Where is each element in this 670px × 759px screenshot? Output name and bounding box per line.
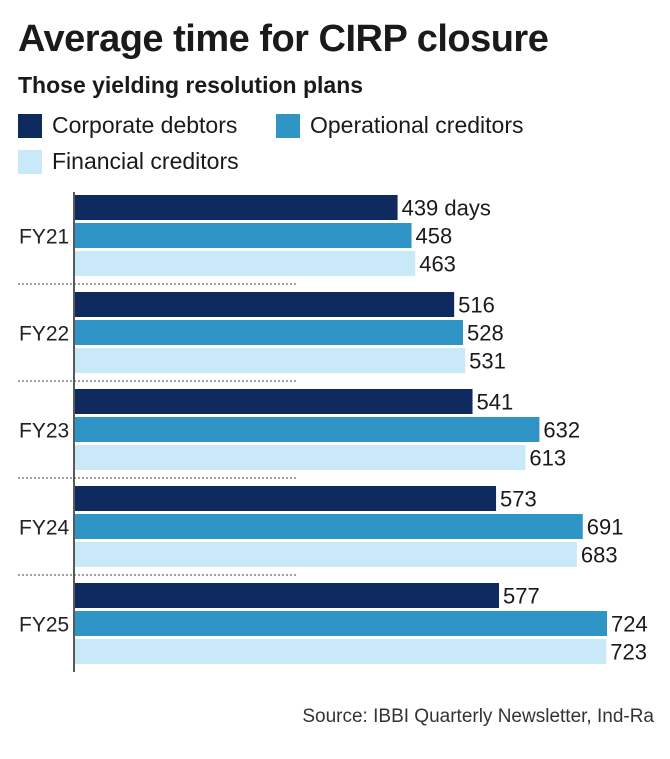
legend-item-operational-creditors: Operational creditors — [276, 112, 524, 139]
category-label-fy21: FY21 — [19, 226, 69, 249]
bar-financial-creditors-fy25 — [75, 639, 607, 664]
legend-swatch-corporate-debtors — [18, 113, 42, 138]
chart-subtitle: Those yielding resolution plans — [18, 72, 364, 98]
legend-label-operational-creditors: Operational creditors — [310, 112, 524, 138]
data-label-financial-creditors-fy24: 683 — [581, 543, 618, 568]
category-label-fy24: FY24 — [19, 517, 70, 540]
bar-corporate-debtors-fy24 — [75, 486, 497, 511]
bar-operational-creditors-fy25 — [75, 611, 607, 636]
category-label-fy22: FY22 — [19, 323, 69, 346]
bar-corporate-debtors-fy25 — [75, 583, 499, 608]
data-label-financial-creditors-fy21: 463 — [419, 252, 456, 277]
legend-item-corporate-debtors: Corporate debtors — [18, 112, 237, 139]
data-label-financial-creditors-fy22: 531 — [469, 349, 506, 374]
category-label-fy25: FY25 — [19, 614, 69, 637]
bar-operational-creditors-fy22 — [75, 320, 463, 345]
data-label-financial-creditors-fy23: 613 — [529, 446, 566, 471]
data-label-operational-creditors-fy21: 458 — [416, 224, 453, 249]
data-label-operational-creditors-fy23: 632 — [543, 418, 580, 443]
data-label-corporate-debtors-fy22: 516 — [458, 293, 495, 318]
data-label-operational-creditors-fy24: 691 — [587, 515, 624, 540]
bar-operational-creditors-fy21 — [75, 223, 412, 248]
data-label-corporate-debtors-fy21: 439 days — [402, 196, 491, 221]
bar-financial-creditors-fy22 — [75, 348, 466, 373]
data-label-operational-creditors-fy22: 528 — [467, 321, 504, 346]
legend-swatch-operational-creditors — [276, 113, 300, 138]
legend-label-financial-creditors: Financial creditors — [52, 148, 239, 174]
data-label-corporate-debtors-fy24: 573 — [500, 487, 537, 512]
bar-operational-creditors-fy23 — [75, 417, 540, 442]
data-label-operational-creditors-fy25: 724 — [611, 612, 648, 637]
legend-label-corporate-debtors: Corporate debtors — [52, 112, 238, 138]
bar-corporate-debtors-fy22 — [75, 292, 455, 317]
data-label-financial-creditors-fy25: 723 — [610, 640, 647, 665]
bar-financial-creditors-fy21 — [75, 251, 416, 276]
bar-operational-creditors-fy24 — [75, 514, 583, 539]
bar-corporate-debtors-fy21 — [75, 195, 398, 220]
chart-title: Average time for CIRP closure — [18, 18, 549, 60]
data-label-corporate-debtors-fy23: 541 — [477, 390, 514, 415]
legend-swatch-financial-creditors — [18, 149, 42, 174]
data-label-corporate-debtors-fy25: 577 — [503, 584, 540, 609]
bar-financial-creditors-fy24 — [75, 542, 577, 567]
category-label-fy23: FY23 — [19, 420, 69, 443]
bar-corporate-debtors-fy23 — [75, 389, 473, 414]
legend-item-financial-creditors: Financial creditors — [18, 148, 239, 175]
source-note: Source: IBBI Quarterly Newsletter, Ind-R… — [302, 706, 654, 727]
bar-financial-creditors-fy23 — [75, 445, 526, 470]
